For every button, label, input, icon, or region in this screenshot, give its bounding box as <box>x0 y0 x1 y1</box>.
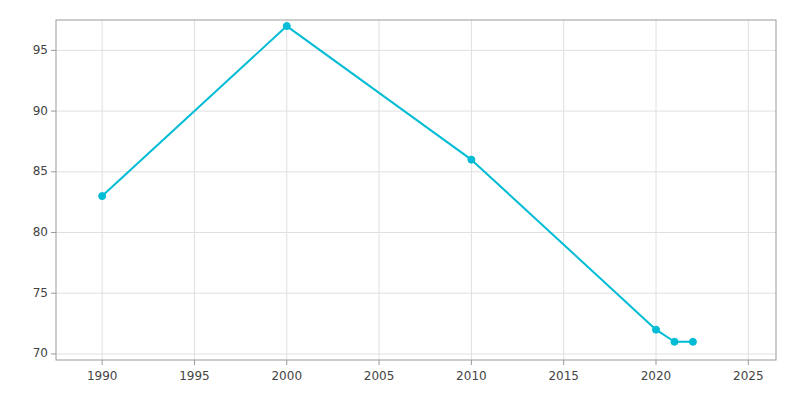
x-tick-label: 1990 <box>87 369 118 383</box>
point <box>671 338 678 345</box>
y-tick-label: 75 <box>33 286 48 300</box>
x-tick <box>286 360 287 365</box>
line <box>102 26 693 342</box>
y-grid-line <box>56 111 776 112</box>
point <box>653 326 660 333</box>
point <box>689 338 696 345</box>
x-tick-label: 2010 <box>456 369 487 383</box>
y-tick-label: 85 <box>33 164 48 178</box>
y-grid-line <box>56 293 776 294</box>
y-grid-line <box>56 232 776 233</box>
y-tick-label: 70 <box>33 346 48 360</box>
x-tick <box>471 360 472 365</box>
ticks: 70 75 80 85 90 95 1990 1995 2000 2005 2010 2015 2020… <box>33 43 764 383</box>
x-grid-line <box>656 20 657 360</box>
x-tick <box>102 360 103 365</box>
plot-frame <box>56 20 776 360</box>
chart-container: 70 75 80 85 90 95 1990 1995 2000 2005 2010 2015 2020… <box>0 0 800 400</box>
y-tick-label: 80 <box>33 225 48 239</box>
y-tick <box>51 353 56 354</box>
x-tick <box>656 360 657 365</box>
x-grid-line <box>471 20 472 360</box>
x-tick <box>563 360 564 365</box>
x-grid-line <box>563 20 564 360</box>
x-tick <box>194 360 195 365</box>
x-grid-line <box>748 20 749 360</box>
y-tick-label: 90 <box>33 104 48 118</box>
y-tick-label: 95 <box>33 43 48 57</box>
grid <box>56 20 776 360</box>
x-tick-label: 2005 <box>364 369 395 383</box>
y-grid-line <box>56 50 776 51</box>
y-tick <box>51 293 56 294</box>
y-tick <box>51 232 56 233</box>
data <box>99 23 697 346</box>
x-grid-line <box>194 20 195 360</box>
point <box>283 23 290 30</box>
x-grid-line <box>379 20 380 360</box>
chart-svg: 70 75 80 85 90 95 1990 1995 2000 2005 2010 2015 2020… <box>0 0 800 400</box>
y-tick <box>51 50 56 51</box>
x-tick <box>748 360 749 365</box>
x-tick-label: 2020 <box>641 369 672 383</box>
x-grid-line <box>102 20 103 360</box>
x-grid-line <box>286 20 287 360</box>
point <box>468 156 475 163</box>
x-tick-label: 2000 <box>271 369 302 383</box>
x-tick-label: 2015 <box>548 369 579 383</box>
y-grid-line <box>56 353 776 354</box>
x-tick-label: 1995 <box>179 369 210 383</box>
y-tick <box>51 111 56 112</box>
x-tick-label: 2025 <box>733 369 764 383</box>
y-tick <box>51 171 56 172</box>
y-grid-line <box>56 171 776 172</box>
x-tick <box>379 360 380 365</box>
point <box>99 193 106 200</box>
